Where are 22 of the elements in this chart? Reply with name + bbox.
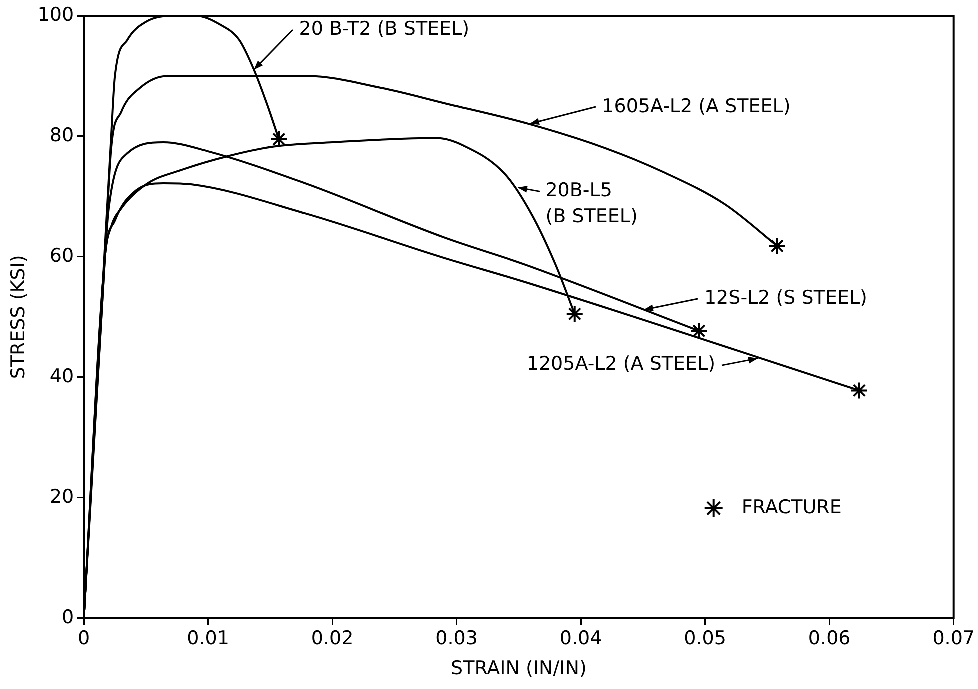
x-tick-label: 0.07	[932, 628, 976, 650]
y-tick-label: 0	[62, 606, 74, 628]
x-tick-label: 0.01	[187, 628, 230, 650]
annotation: 1605A-L2 (A STEEL)	[602, 95, 791, 118]
annotation: 1205A-L2 (A STEEL)	[526, 353, 716, 376]
y-tick-label: 40	[50, 365, 74, 388]
annotation: 20 B-T2 (B STEEL)	[299, 18, 470, 40]
y-tick-label: 100	[38, 4, 74, 26]
y-tick-label: 60	[50, 244, 74, 267]
x-tick-label: 0.03	[436, 628, 478, 650]
x-tick-label: 0.05	[684, 628, 726, 650]
x-tick-label: 0	[78, 628, 90, 650]
y-tick-label: 80	[50, 124, 74, 146]
legend-label: FRACTURE	[742, 496, 842, 518]
y-axis-title: STRESS (KSI)	[7, 255, 30, 380]
x-tick-label: 0.06	[808, 628, 851, 650]
annotation: 20B-L5 (B STEEL)	[546, 180, 638, 228]
x-tick-label: 0.02	[311, 628, 354, 650]
y-tick-label: 20	[50, 486, 74, 508]
x-tick-label: 0.04	[560, 628, 602, 650]
x-axis-title: STRAIN (IN/IN)	[451, 658, 587, 680]
annotation: 12S-L2 (S STEEL)	[704, 286, 868, 309]
